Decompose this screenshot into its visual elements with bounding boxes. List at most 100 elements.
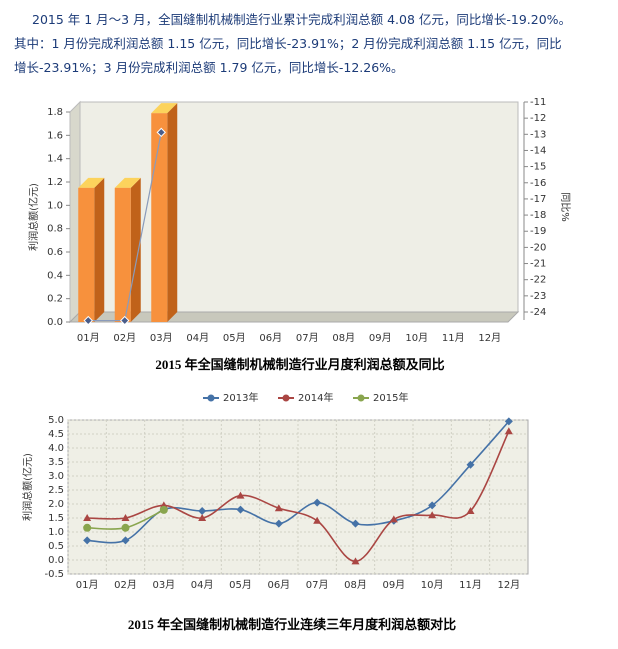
point bbox=[121, 536, 130, 545]
yoy-marker bbox=[120, 315, 130, 326]
bar-top bbox=[78, 177, 105, 188]
y-tick-label: 2.0 bbox=[48, 499, 64, 510]
x-tick-label: 12月 bbox=[478, 332, 501, 344]
x-tick-label: 07月 bbox=[296, 332, 319, 344]
y-tick-label: 4.5 bbox=[48, 429, 64, 440]
x-tick-label: 04月 bbox=[186, 332, 209, 344]
bar-side bbox=[167, 103, 178, 323]
x-tick-label: 08月 bbox=[344, 579, 367, 591]
y2-tick-label: -13 bbox=[530, 129, 546, 140]
x-tick-label: 11月 bbox=[442, 332, 465, 344]
x-tick-label: 09月 bbox=[382, 579, 405, 591]
y-tick-label: 3.0 bbox=[48, 471, 64, 482]
y2-tick-label: -19 bbox=[530, 226, 546, 237]
back-wall bbox=[79, 101, 519, 313]
x-tick-label: 10月 bbox=[421, 579, 444, 591]
x-tick-label: 03月 bbox=[152, 579, 175, 591]
y-tick-label: 0.0 bbox=[47, 317, 63, 328]
x-tick-label: 11月 bbox=[459, 579, 482, 591]
bar-side bbox=[130, 177, 141, 322]
bar bbox=[151, 103, 178, 323]
point bbox=[198, 514, 207, 521]
y-tick-label: 1.4 bbox=[47, 154, 63, 165]
y-tick-label: 4.0 bbox=[48, 443, 64, 454]
y2-tick-label: -20 bbox=[530, 242, 546, 253]
x-tick-label: 10月 bbox=[405, 332, 428, 344]
point bbox=[466, 507, 475, 514]
point bbox=[236, 491, 245, 499]
chart-title: 2015 年全国缝制机械制造行业连续三年月度利润总额对比 bbox=[128, 617, 456, 632]
y-tick-label: 1.0 bbox=[47, 200, 63, 211]
point bbox=[83, 523, 92, 532]
y-tick-label: 0.8 bbox=[47, 224, 63, 235]
x-tick-label: 06月 bbox=[267, 579, 290, 591]
y-tick-label: 3.5 bbox=[48, 457, 64, 468]
point bbox=[121, 514, 130, 521]
x-tick-label: 01月 bbox=[76, 579, 99, 591]
y-tick-label: 1.0 bbox=[48, 527, 64, 538]
y2-tick-label: -11 bbox=[530, 97, 546, 108]
legend-label: 2014年 bbox=[298, 391, 333, 404]
x-tick-label: 12月 bbox=[497, 579, 520, 591]
point bbox=[274, 504, 283, 512]
y2-tick-label: -14 bbox=[530, 145, 546, 156]
point bbox=[504, 417, 513, 426]
point bbox=[83, 514, 92, 521]
point bbox=[313, 516, 322, 524]
y-tick-label: 0.4 bbox=[47, 270, 63, 281]
y2-tick-label: -23 bbox=[530, 291, 546, 302]
x-tick-label: 05月 bbox=[223, 332, 246, 344]
y2-tick-label: -15 bbox=[530, 162, 546, 173]
y2-tick-label: -22 bbox=[530, 275, 546, 286]
x-tick-label: 04月 bbox=[191, 579, 214, 591]
y-tick-label: 1.6 bbox=[47, 130, 63, 141]
paragraph: 2015 年 1 月～3 月，全国缝制机械制造行业累计完成利润总额 4.08 亿… bbox=[14, 12, 572, 75]
point bbox=[389, 515, 398, 523]
x-tick-label: 07月 bbox=[306, 579, 329, 591]
y-tick-label: 0.5 bbox=[48, 541, 64, 552]
legend-marker bbox=[207, 394, 215, 402]
chart-title: 2015 年全国缝制机械制造行业月度利润总额及同比 bbox=[155, 357, 444, 372]
y2-tick-label: -12 bbox=[530, 113, 546, 124]
y2-tick-label: -17 bbox=[530, 194, 546, 205]
y2-tick-label: -21 bbox=[530, 259, 546, 270]
point bbox=[121, 523, 130, 532]
y-tick-label: 1.8 bbox=[47, 107, 63, 118]
floor bbox=[68, 311, 520, 323]
legend-label: 2013年 bbox=[223, 391, 258, 404]
y-axis-label: 利润总额(亿元) bbox=[27, 183, 40, 251]
point bbox=[159, 505, 168, 514]
legend-label: 2015年 bbox=[373, 391, 408, 404]
yoy-marker bbox=[83, 315, 93, 326]
bar-top bbox=[151, 103, 178, 114]
y2-tick-label: -16 bbox=[530, 178, 546, 189]
y-axis-label: 利润总额(亿元) bbox=[21, 453, 34, 521]
bar bbox=[114, 177, 141, 322]
bar bbox=[78, 177, 105, 322]
legend-marker bbox=[357, 394, 365, 402]
point bbox=[274, 519, 283, 528]
y-tick-label: 1.2 bbox=[47, 177, 63, 188]
bar-front bbox=[114, 187, 131, 322]
x-tick-label: 09月 bbox=[369, 332, 392, 344]
point bbox=[236, 505, 245, 514]
y-tick-label: 5.0 bbox=[48, 415, 64, 426]
x-tick-label: 08月 bbox=[332, 332, 355, 344]
y-tick-label: 0.2 bbox=[47, 294, 63, 305]
y-tick-label: 1.5 bbox=[48, 513, 64, 524]
point bbox=[504, 427, 513, 435]
x-tick-label: 02月 bbox=[114, 579, 137, 591]
legend-marker bbox=[282, 394, 290, 402]
point bbox=[198, 507, 207, 515]
point bbox=[428, 501, 437, 510]
y2-tick-label: -18 bbox=[530, 210, 546, 221]
x-tick-label: 05月 bbox=[229, 579, 252, 591]
x-tick-label: 03月 bbox=[150, 332, 173, 344]
x-tick-label: 01月 bbox=[77, 332, 100, 344]
y-tick-label: 0.6 bbox=[47, 247, 63, 258]
point bbox=[83, 536, 92, 545]
point bbox=[351, 519, 360, 528]
bar-front bbox=[78, 187, 95, 322]
x-tick-label: 06月 bbox=[259, 332, 282, 344]
